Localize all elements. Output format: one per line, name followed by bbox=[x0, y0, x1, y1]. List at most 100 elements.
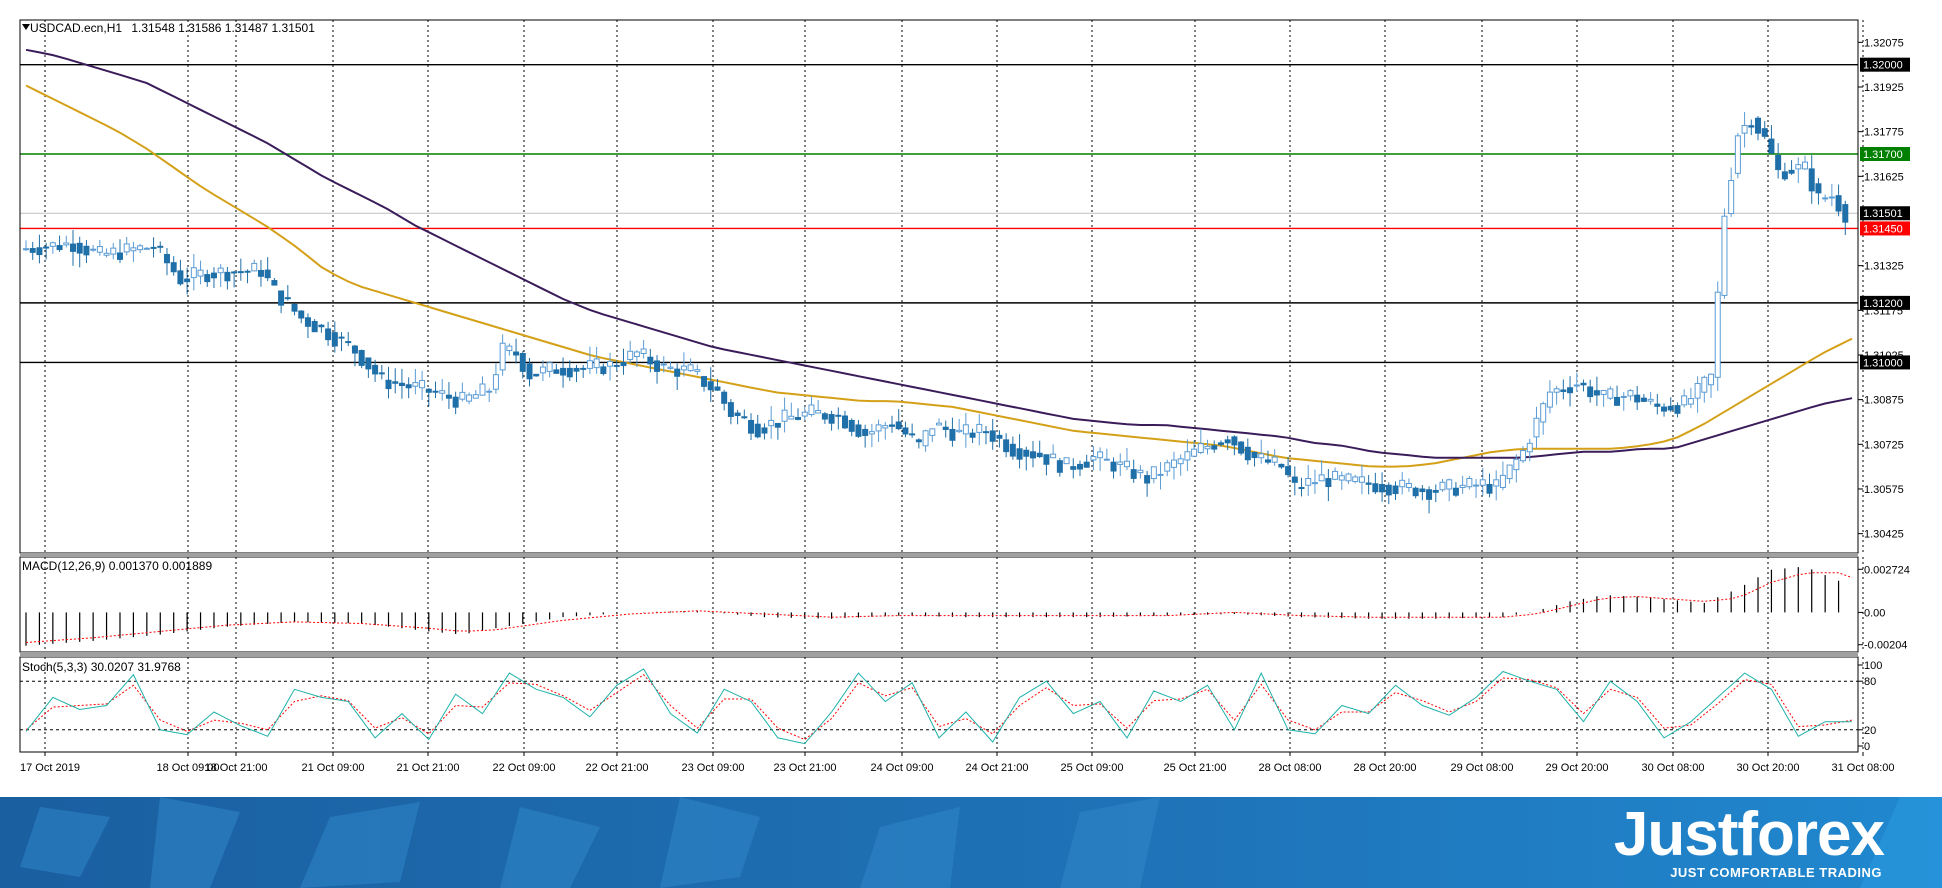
stochastic-panel: 100 80 20 0 Stoch(5,3,3) 30.0207 31.9768 bbox=[20, 657, 1882, 753]
candle-body bbox=[862, 428, 869, 436]
y-tick-label: 1.30575 bbox=[1864, 484, 1904, 496]
level-tag bbox=[1860, 57, 1910, 72]
y-tick-label: 1.31325 bbox=[1864, 261, 1904, 273]
candle-body bbox=[358, 350, 365, 366]
candle-body bbox=[103, 252, 110, 256]
stoch-tick-label: 80 bbox=[1864, 676, 1876, 688]
candle-body bbox=[1070, 466, 1077, 470]
dropdown-triangle-icon[interactable] bbox=[22, 24, 30, 30]
candle-body bbox=[1043, 454, 1050, 465]
brand-tagline: JUST COMFORTABLE TRADING bbox=[1670, 865, 1882, 880]
candle-body bbox=[1097, 451, 1104, 459]
candle-body bbox=[49, 242, 56, 247]
candle-body bbox=[956, 429, 963, 433]
candle-body bbox=[1634, 394, 1641, 403]
candle-body bbox=[1023, 449, 1030, 457]
candle-body bbox=[513, 351, 520, 356]
candle-body bbox=[325, 328, 332, 341]
candle-body bbox=[1385, 484, 1392, 496]
candle-body bbox=[889, 424, 896, 427]
candle-body bbox=[378, 372, 385, 375]
candle-body bbox=[1748, 125, 1755, 128]
x-tick-label: 23 Oct 21:00 bbox=[774, 762, 837, 774]
candle-body bbox=[1687, 398, 1694, 405]
candle-body bbox=[1009, 443, 1016, 457]
candle-body bbox=[257, 269, 264, 277]
candle-body bbox=[412, 382, 419, 387]
x-tick-label: 29 Oct 20:00 bbox=[1546, 762, 1609, 774]
candle-body bbox=[607, 360, 614, 367]
candle-body bbox=[835, 414, 842, 417]
candle-body bbox=[1734, 135, 1741, 174]
candle-body bbox=[1137, 469, 1144, 474]
candle-body bbox=[439, 390, 446, 394]
candle-body bbox=[1708, 373, 1715, 386]
price-axis: 1.32075 1.31925 1.31775 1.31625 1.31325 1.311… bbox=[1858, 37, 1904, 541]
candle-body bbox=[1204, 445, 1211, 450]
candle-body bbox=[1526, 442, 1533, 453]
candle-body bbox=[338, 336, 345, 339]
candle-body bbox=[989, 430, 996, 442]
candle-body bbox=[210, 272, 217, 279]
stoch-label: Stoch(5,3,3) 30.0207 31.9768 bbox=[22, 660, 181, 674]
candle-body bbox=[244, 270, 251, 273]
candle-body bbox=[1493, 479, 1500, 487]
macd-panel: 0.002724 0.00 -0.00204 MACD(12,26,9) 0.001… bbox=[22, 557, 1910, 652]
candle-body bbox=[385, 379, 392, 390]
candle-body bbox=[123, 243, 130, 253]
time-axis: 17 Oct 2019 18 Oct 09:0018 Oct 21:00 21 Oc… bbox=[20, 752, 1895, 774]
candle-body bbox=[398, 382, 405, 387]
candle-body bbox=[580, 367, 587, 370]
candle-body bbox=[63, 242, 70, 246]
candle-body bbox=[1647, 398, 1654, 402]
branding-footer bbox=[0, 797, 1942, 888]
candle-body bbox=[445, 394, 452, 399]
candle-body bbox=[560, 367, 567, 376]
candle-body bbox=[714, 386, 721, 391]
horizontal-levels[interactable]: 1.32000 1.31700 1.31450 1.31200 1.31000 1.315… bbox=[20, 57, 1910, 370]
macd-histogram bbox=[25, 567, 1840, 646]
candle-body bbox=[1674, 405, 1681, 414]
x-tick-label: 25 Oct 09:00 bbox=[1061, 762, 1124, 774]
candle-body bbox=[593, 358, 600, 369]
candle-body bbox=[1466, 477, 1473, 488]
panel-frames bbox=[19, 19, 1859, 753]
candle-body bbox=[405, 384, 412, 389]
candle-body bbox=[466, 394, 473, 402]
candle-body bbox=[1614, 396, 1621, 406]
candle-body bbox=[815, 410, 822, 414]
candle-body bbox=[1258, 453, 1265, 459]
candle-body bbox=[909, 433, 916, 436]
brand-logo: Justforex JUST COMFORTABLE TRADING bbox=[1524, 797, 1885, 888]
macd-tick-label: -0.00204 bbox=[1864, 640, 1907, 652]
candle-body bbox=[96, 246, 103, 253]
candle-body bbox=[1573, 384, 1580, 387]
panel-separator bbox=[20, 652, 1858, 657]
x-tick-label: 22 Oct 09:00 bbox=[493, 762, 556, 774]
candle-body bbox=[1016, 448, 1023, 460]
candle-body bbox=[1513, 458, 1520, 471]
candle-body bbox=[170, 262, 177, 273]
chart-area[interactable]: 1.32000 1.31700 1.31450 1.31200 1.31000 1.315… bbox=[0, 0, 1942, 797]
candle-body bbox=[1842, 204, 1849, 223]
footer-decoration bbox=[20, 797, 1160, 888]
candle-body bbox=[1546, 391, 1553, 408]
candle-body bbox=[217, 267, 224, 274]
candle-body bbox=[707, 381, 714, 391]
candle-body bbox=[492, 374, 499, 390]
candle-body bbox=[365, 357, 372, 370]
candle-body bbox=[1238, 441, 1245, 454]
candle-body bbox=[754, 423, 761, 438]
stoch-signal-line bbox=[25, 674, 1853, 741]
candle-body bbox=[1728, 179, 1735, 215]
macd-grid bbox=[44, 557, 1864, 652]
candle-body bbox=[1520, 450, 1527, 462]
x-tick-label: 18 Oct 09:00 bbox=[157, 762, 220, 774]
candle-body bbox=[479, 383, 486, 396]
candlesticks[interactable] bbox=[23, 111, 1849, 514]
level-tag bbox=[1860, 295, 1910, 310]
candle-body bbox=[1244, 446, 1251, 461]
ohlc-values: 1.31548 1.31586 1.31487 1.31501 bbox=[131, 21, 315, 35]
candle-body bbox=[1372, 483, 1379, 493]
candle-body bbox=[1446, 479, 1453, 490]
